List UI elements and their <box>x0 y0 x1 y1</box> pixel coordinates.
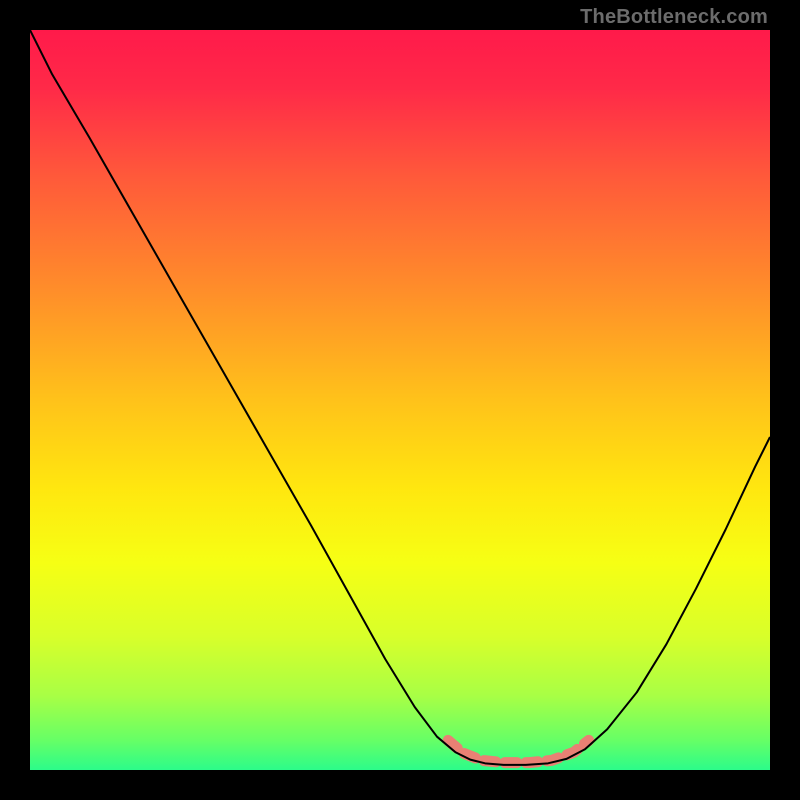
curve-layer <box>30 30 770 770</box>
plot-area <box>30 30 770 770</box>
bottleneck-curve <box>30 30 770 765</box>
watermark-text: TheBottleneck.com <box>580 6 768 29</box>
chart-frame: TheBottleneck.com <box>0 0 800 800</box>
